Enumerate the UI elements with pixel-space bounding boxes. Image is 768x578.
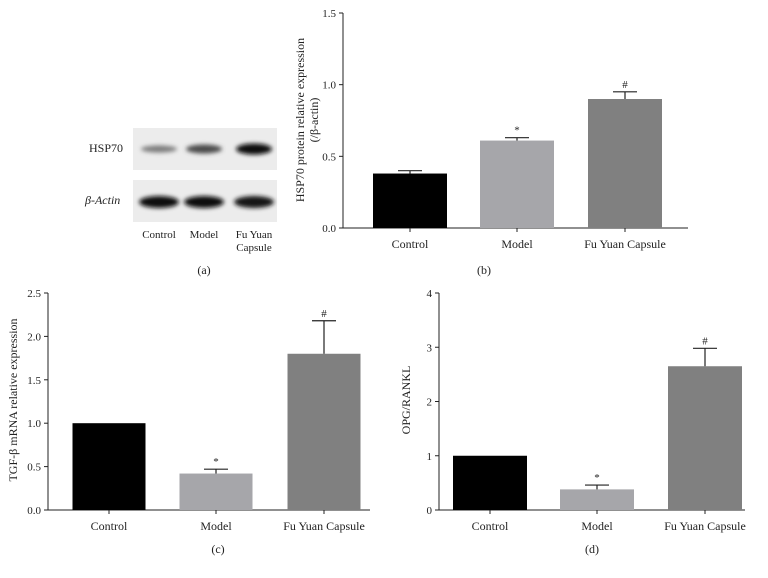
y-tick-label: 2.5 <box>27 288 41 300</box>
hsp70-bands <box>141 143 272 155</box>
lane-label-fu-yuan: Fu Yuan <box>236 229 273 241</box>
significance-marker: # <box>702 335 708 347</box>
bar-control <box>453 455 527 510</box>
y-tick-label: 1 <box>427 451 433 463</box>
x-tick-label: Control <box>91 519 128 533</box>
actin-band-1 <box>184 196 224 208</box>
significance-marker: * <box>213 456 219 468</box>
panel-label: (c) <box>211 542 224 556</box>
lane-label-control: Control <box>142 229 176 241</box>
x-tick-label: Model <box>501 237 533 251</box>
bar-control <box>373 173 447 228</box>
y-tick-label: 3 <box>427 342 433 354</box>
significance-marker: # <box>321 308 327 320</box>
actin-band-0 <box>139 196 179 208</box>
y-tick-label: 0.0 <box>322 223 336 235</box>
lane-label-capsule: Capsule <box>236 242 272 254</box>
actin-row-label: β-Actin <box>84 193 120 207</box>
significance-marker: * <box>594 472 600 484</box>
y-tick-label: 1.5 <box>27 375 41 387</box>
bar-control <box>72 423 146 510</box>
y-tick-label: 0.5 <box>27 462 41 474</box>
actin-band-2 <box>234 196 274 208</box>
y-tick-label: 1.5 <box>322 8 336 20</box>
panel-label: (b) <box>477 263 491 277</box>
hsp70-band-2 <box>236 143 272 155</box>
y-axis-label: HSP70 protein relative expression <box>293 38 307 202</box>
lane-label-model: Model <box>190 229 219 241</box>
x-tick-label: Control <box>392 237 429 251</box>
x-tick-label: Fu Yuan Capsule <box>664 519 746 533</box>
y-tick-label: 1.0 <box>322 80 336 92</box>
bar-model <box>480 140 554 228</box>
x-tick-label: Fu Yuan Capsule <box>283 519 365 533</box>
x-tick-label: Control <box>472 519 509 533</box>
bar-fu-yuan-capsule <box>588 99 662 228</box>
panel-label: (d) <box>585 542 599 556</box>
y-tick-label: 0.0 <box>27 505 41 517</box>
hsp70-band-0 <box>141 145 177 153</box>
hsp70-row-label: HSP70 <box>89 141 123 155</box>
y-tick-label: 0 <box>427 505 433 517</box>
x-tick-label: Model <box>200 519 232 533</box>
western-blot-panel: HSP70 β-Actin Control Model Fu Yuan Caps… <box>84 128 277 277</box>
bar-model <box>179 473 253 510</box>
significance-marker: # <box>622 79 628 91</box>
x-tick-label: Fu Yuan Capsule <box>584 237 666 251</box>
x-tick-label: Model <box>581 519 613 533</box>
chart-panel-b: 0.0 0.5 1.0 1.5 Control * Model # Fu Yuan Capsul… <box>293 8 688 277</box>
y-axis-label: TGF-β mRNA relative expression <box>6 318 20 481</box>
y-axis-label-line2: (/β-actin) <box>307 98 321 143</box>
chart-panel-d: 0 1 2 3 4 Control * Model # Fu Yuan Capsule OPG/RA… <box>399 288 746 556</box>
hsp70-band-1 <box>186 144 222 154</box>
bar-fu-yuan-capsule <box>287 353 361 510</box>
significance-marker: * <box>514 125 520 137</box>
chart-panel-c: 0.0 0.5 1.0 1.5 2.0 2.5 Control * Model # Fu Yuan … <box>6 288 370 556</box>
y-axis-label: OPG/RANKL <box>399 366 413 435</box>
bar-model <box>560 489 634 510</box>
y-tick-label: 2 <box>427 397 433 409</box>
actin-bands <box>139 196 274 208</box>
y-tick-label: 1.0 <box>27 418 41 430</box>
bar-fu-yuan-capsule <box>668 366 742 510</box>
y-tick-label: 4 <box>427 288 433 300</box>
y-tick-label: 0.5 <box>322 151 336 163</box>
y-tick-label: 2.0 <box>27 331 41 343</box>
panel-label-a: (a) <box>197 263 210 277</box>
